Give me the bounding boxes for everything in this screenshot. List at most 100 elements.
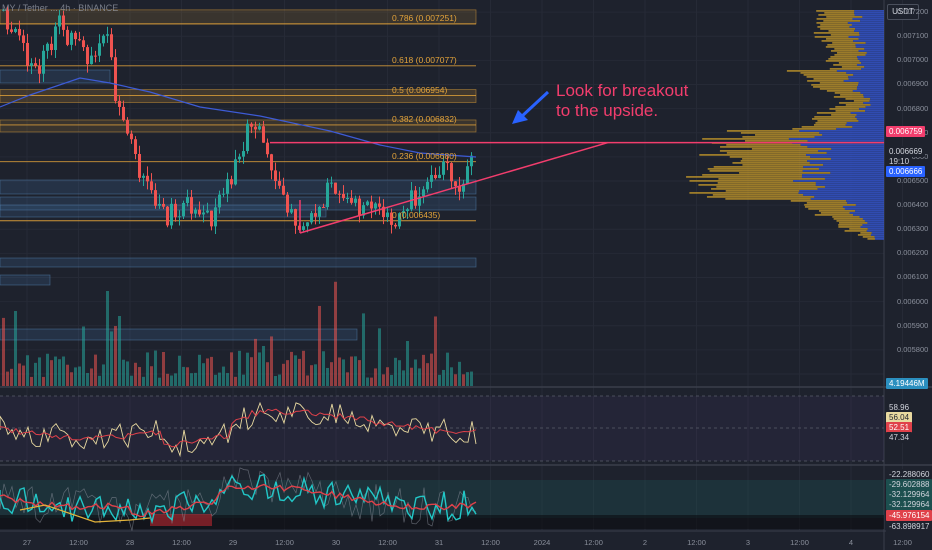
candle-body [406, 209, 409, 212]
volume-bar [270, 336, 273, 386]
fib-band-0382 [0, 119, 477, 133]
candle-body [170, 203, 173, 226]
volume-bar [238, 350, 241, 386]
volume-bar [450, 367, 453, 386]
vp-bar [817, 26, 850, 28]
time-tick: 12:00 [687, 538, 706, 547]
vp-bar [800, 144, 884, 146]
vp-bar [814, 136, 884, 138]
moving-average-line [0, 77, 477, 158]
candle-body [290, 209, 293, 213]
vp-bar [855, 116, 884, 118]
vp-bar [848, 76, 884, 78]
volume-bars [2, 281, 473, 386]
volume-bar [358, 360, 361, 386]
vp-bar [831, 148, 884, 150]
candle-body [30, 63, 33, 66]
volume-bar [174, 373, 177, 386]
volume-bar [18, 363, 21, 386]
vp-bar [856, 88, 884, 90]
volume-bar [282, 363, 285, 386]
vp-bar [813, 78, 849, 80]
osc-value-label: -32.129964 [886, 489, 932, 500]
zone-box [0, 274, 51, 286]
volume-bar [30, 376, 33, 386]
vp-bar [818, 210, 856, 212]
currency-button[interactable]: USDT [887, 4, 919, 20]
osc-signal-line [0, 483, 477, 518]
candle-body [382, 206, 385, 218]
vp-bar [792, 128, 837, 130]
volume-bar [306, 375, 309, 386]
volume-bar [454, 374, 457, 386]
candle-body [182, 202, 185, 217]
candle-body [206, 210, 209, 213]
vp-bar [844, 208, 884, 210]
candle-body [434, 174, 437, 179]
vp-bar [823, 164, 884, 166]
vp-bar [861, 62, 884, 64]
candle-body [46, 43, 49, 51]
vp-bar [858, 50, 884, 52]
vp-bar [813, 124, 846, 126]
vp-bar [854, 12, 884, 14]
vp-bar [820, 24, 852, 26]
vp-bar [744, 140, 808, 142]
volume-bar [310, 365, 313, 386]
volume-bar [142, 376, 145, 386]
vp-bar [726, 130, 800, 132]
candle-body [126, 120, 129, 134]
volume-bar [262, 346, 265, 386]
candle-body [226, 179, 229, 194]
vp-bar [819, 88, 857, 90]
candle-body [74, 32, 77, 40]
vp-bar [732, 162, 810, 164]
volume-bar [422, 354, 425, 386]
overlay-lines [0, 77, 884, 234]
time-tick: 12:00 [893, 538, 912, 547]
candle-body [334, 182, 337, 194]
vp-bar [833, 218, 863, 220]
volume-bar [302, 350, 305, 386]
zone-box [0, 179, 477, 195]
vp-bar [851, 24, 884, 26]
symbol-label: MY / Tether ... 4h · BINANCE [2, 3, 119, 13]
volume-bar [234, 376, 237, 386]
vp-bar [835, 110, 866, 112]
vp-bar [863, 96, 884, 98]
vp-bar [858, 84, 884, 86]
volume-bar [230, 352, 233, 386]
vp-bar [689, 180, 794, 182]
time-tick: 2 [642, 538, 648, 547]
candle-body [262, 126, 265, 143]
candle-body [358, 198, 361, 216]
zone-box [0, 257, 477, 268]
vp-bar [848, 36, 884, 38]
candle-body [102, 35, 105, 44]
volume-bar [242, 374, 245, 386]
candle-body [218, 194, 221, 208]
candle-body [426, 181, 429, 190]
volume-bar [374, 368, 377, 386]
volume-bar [118, 316, 121, 386]
candle-body [446, 161, 449, 164]
candle-body [374, 203, 377, 209]
candle-body [254, 126, 257, 130]
vp-bar [830, 50, 859, 52]
vp-bar [823, 20, 861, 22]
vp-bar [829, 108, 860, 110]
candle-body [438, 174, 441, 179]
vp-bar [855, 204, 884, 206]
vp-bar [864, 66, 884, 68]
candle-body [322, 206, 325, 208]
candle-body [274, 170, 277, 182]
vp-bar [804, 204, 856, 206]
vp-bar [863, 102, 884, 104]
vp-bar [856, 118, 884, 120]
candle-body [390, 212, 393, 225]
candle-body [306, 222, 309, 227]
vp-bar [816, 18, 853, 20]
volume-profile [686, 10, 884, 240]
vp-bar [740, 160, 808, 162]
